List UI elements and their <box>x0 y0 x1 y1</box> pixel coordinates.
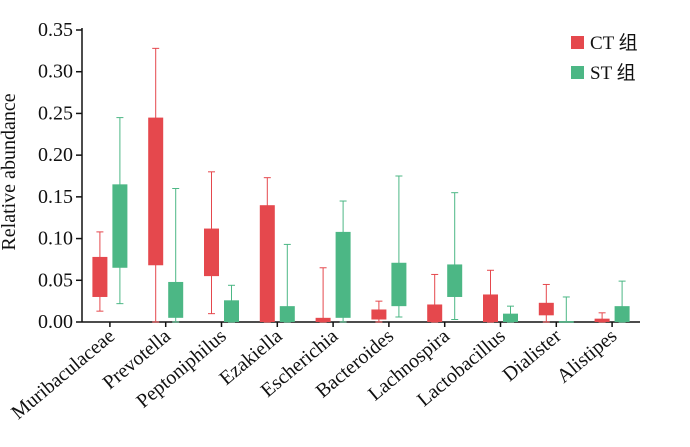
box-st-dialister <box>558 296 574 323</box>
y-axis: 0.00 0.05 0.10 0.15 0.20 0.25 0.30 0.35 <box>38 19 83 333</box>
box-st-lachnospira <box>447 192 463 320</box>
box-st-lactobacillus <box>503 305 518 323</box>
box <box>204 228 219 277</box>
legend-label: CT 组 <box>590 32 638 54</box>
y-tick-label: 0.10 <box>38 228 73 250</box>
box-ct-dialister <box>538 283 554 323</box>
box-ct-peptoniphilus <box>204 171 219 315</box>
box <box>371 309 387 320</box>
box-ct-lactobacillus <box>483 269 498 323</box>
box <box>614 306 630 322</box>
box-st-alistipes <box>614 280 630 323</box>
box <box>503 313 518 322</box>
plot-area <box>92 47 630 323</box>
legend-swatch <box>571 66 584 79</box>
box-ct-prevotella <box>148 47 164 323</box>
box <box>112 184 128 268</box>
box-ct-escherichia <box>315 267 331 323</box>
legend-item-st: ST 组 <box>571 62 636 84</box>
box <box>259 205 275 322</box>
box-ct-muribaculaceae <box>92 231 108 312</box>
box <box>224 300 239 322</box>
box <box>558 321 574 323</box>
y-tick-label: 0.20 <box>38 144 73 166</box>
box <box>335 231 351 318</box>
box-st-bacteroides <box>391 175 407 318</box>
x-axis: MuribaculaceaePrevotellaPeptoniphilusEza… <box>7 321 640 424</box>
legend: CT 组 ST 组 <box>571 32 638 84</box>
box <box>391 262 407 307</box>
box-ct-bacteroides <box>371 300 387 323</box>
y-tick-label: 0.25 <box>38 102 73 124</box>
x-tick-label: Dialister <box>499 325 566 386</box>
box <box>92 256 108 297</box>
y-tick-label: 0.15 <box>38 186 73 208</box>
box-st-ezakiella <box>279 243 295 323</box>
y-tick-label: 0.05 <box>38 269 73 291</box>
y-tick-label: 0.35 <box>38 19 73 41</box>
box <box>538 302 554 316</box>
x-tick-label: Alistipes <box>553 325 622 388</box>
box-ct-lachnospira <box>427 273 443 323</box>
y-tick-label: 0.30 <box>38 61 73 83</box>
y-tick-label: 0.00 <box>38 311 73 333</box>
box-st-escherichia <box>335 200 351 323</box>
box <box>315 317 331 322</box>
box <box>427 304 443 322</box>
box-ct-ezakiella <box>259 177 275 323</box>
box <box>447 264 463 297</box>
box-st-prevotella <box>168 188 184 323</box>
legend-label: ST 组 <box>590 62 636 84</box>
box-ct-alistipes <box>594 312 610 323</box>
box-st-peptoniphilus <box>224 284 239 323</box>
legend-swatch <box>571 36 584 49</box>
box <box>279 306 295 322</box>
box <box>594 318 610 322</box>
y-axis-label: Relative abundance <box>0 93 20 250</box>
box <box>148 117 164 266</box>
box <box>483 294 498 322</box>
box-st-muribaculaceae <box>112 117 128 305</box>
box <box>168 281 184 318</box>
legend-item-ct: CT 组 <box>571 32 638 54</box>
